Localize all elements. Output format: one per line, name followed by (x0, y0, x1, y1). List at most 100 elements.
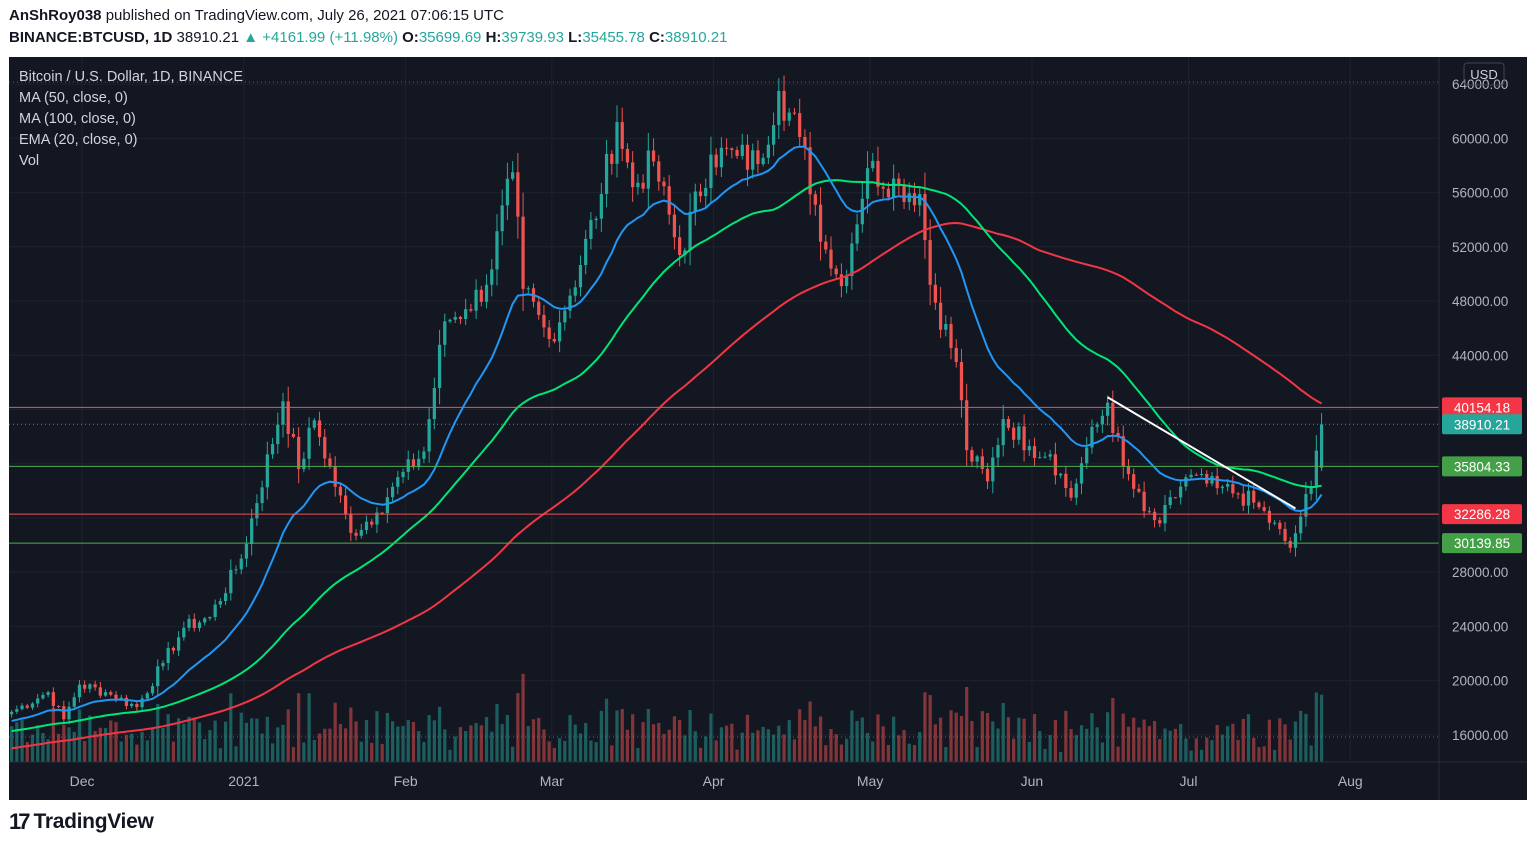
candle-body[interactable] (526, 288, 530, 290)
candle-body[interactable] (751, 150, 755, 170)
candle-body[interactable] (385, 497, 389, 514)
candle-body[interactable] (1189, 474, 1193, 478)
candle-body[interactable] (975, 456, 979, 462)
candle-body[interactable] (886, 188, 891, 198)
candle-body[interactable] (495, 231, 499, 270)
candle-body[interactable] (140, 698, 144, 708)
candle-body[interactable] (67, 706, 71, 720)
candle-body[interactable] (422, 451, 426, 459)
candle-body[interactable] (970, 450, 974, 462)
candle-body[interactable] (291, 433, 296, 437)
candle-body[interactable] (30, 703, 35, 708)
candle-body[interactable] (443, 321, 447, 345)
candle-body[interactable] (766, 144, 770, 158)
candle-body[interactable] (636, 182, 640, 188)
candle-body[interactable] (688, 211, 692, 251)
candle-body[interactable] (1252, 490, 1256, 503)
candle-body[interactable] (657, 161, 661, 182)
candle-body[interactable] (229, 569, 233, 594)
candle-body[interactable] (845, 276, 849, 287)
candle-body[interactable] (787, 112, 791, 121)
tradingview-logo[interactable]: 17 TradingView (9, 809, 154, 834)
candle-body[interactable] (625, 148, 630, 163)
candle-body[interactable] (1095, 424, 1099, 427)
candle-body[interactable] (662, 181, 666, 187)
candle-body[interactable] (1272, 522, 1277, 524)
candle-body[interactable] (568, 295, 572, 311)
candle-body[interactable] (667, 186, 671, 215)
candle-body[interactable] (599, 193, 603, 219)
candle-body[interactable] (1100, 415, 1104, 425)
candle-body[interactable] (41, 694, 45, 699)
candle-body[interactable] (432, 388, 436, 420)
candle-body[interactable] (516, 172, 520, 217)
candle-body[interactable] (270, 444, 275, 455)
candle-body[interactable] (855, 224, 859, 244)
candle-body[interactable] (1074, 483, 1078, 498)
candle-body[interactable] (944, 323, 948, 330)
candle-body[interactable] (297, 436, 301, 470)
candle-body[interactable] (1179, 486, 1183, 498)
candle-body[interactable] (464, 309, 468, 320)
candle-body[interactable] (1105, 402, 1110, 416)
candle-body[interactable] (1137, 488, 1141, 492)
candle-body[interactable] (234, 569, 238, 571)
candle-body[interactable] (1132, 474, 1136, 489)
candle-body[interactable] (818, 204, 823, 242)
candle-body[interactable] (563, 310, 567, 323)
candle-body[interactable] (218, 600, 222, 605)
candle-body[interactable] (985, 468, 990, 482)
candle-body[interactable] (192, 618, 196, 629)
candle-body[interactable] (1278, 522, 1282, 529)
candle-body[interactable] (1293, 533, 1298, 548)
candle-body[interactable] (1022, 426, 1026, 451)
candle-body[interactable] (871, 160, 875, 169)
candle-body[interactable] (359, 530, 363, 536)
candle-body[interactable] (771, 125, 776, 145)
candle-body[interactable] (1017, 426, 1021, 440)
candle-body[interactable] (933, 284, 937, 303)
candle-body[interactable] (396, 477, 400, 487)
candle-body[interactable] (578, 265, 583, 288)
candle-body[interactable] (604, 153, 609, 194)
publisher-name[interactable]: AnShRoy038 (9, 7, 102, 24)
candle-body[interactable] (344, 495, 348, 514)
candle-body[interactable] (302, 458, 306, 470)
candle-body[interactable] (1267, 510, 1272, 523)
candle-body[interactable] (1257, 502, 1261, 508)
candle-body[interactable] (745, 144, 750, 170)
candle-body[interactable] (1069, 488, 1073, 498)
candle-body[interactable] (161, 663, 165, 667)
candle-body[interactable] (1184, 477, 1188, 487)
candle-body[interactable] (719, 147, 724, 168)
legend-ma50[interactable]: MA (50, close, 0) (19, 90, 128, 106)
candle-body[interactable] (620, 122, 624, 149)
candle-body[interactable] (1006, 418, 1011, 428)
candle-body[interactable] (834, 268, 838, 275)
candle-body[interactable] (918, 193, 922, 206)
candle-body[interactable] (902, 185, 906, 203)
candle-body[interactable] (260, 487, 264, 504)
candle-body[interactable] (109, 692, 113, 695)
candle-body[interactable] (693, 191, 697, 212)
candle-body[interactable] (1126, 466, 1131, 475)
candle-body[interactable] (1220, 486, 1225, 489)
candle-body[interactable] (740, 144, 744, 156)
candle-body[interactable] (698, 191, 703, 197)
candle-body[interactable] (9, 711, 14, 715)
candle-body[interactable] (709, 154, 713, 189)
candle-body[interactable] (912, 193, 917, 206)
candle-body[interactable] (813, 194, 817, 205)
candle-body[interactable] (1142, 491, 1146, 512)
candle-body[interactable] (1116, 432, 1120, 437)
candle-body[interactable] (1173, 497, 1178, 499)
candle-body[interactable] (537, 301, 541, 315)
candle-body[interactable] (808, 147, 812, 195)
candle-body[interactable] (1210, 476, 1214, 484)
candle-body[interactable] (474, 289, 478, 311)
candle-body[interactable] (1236, 493, 1240, 495)
candle-body[interactable] (897, 178, 901, 186)
candle-body[interactable] (338, 486, 343, 496)
candle-body[interactable] (380, 512, 384, 514)
candle-body[interactable] (1199, 473, 1204, 475)
